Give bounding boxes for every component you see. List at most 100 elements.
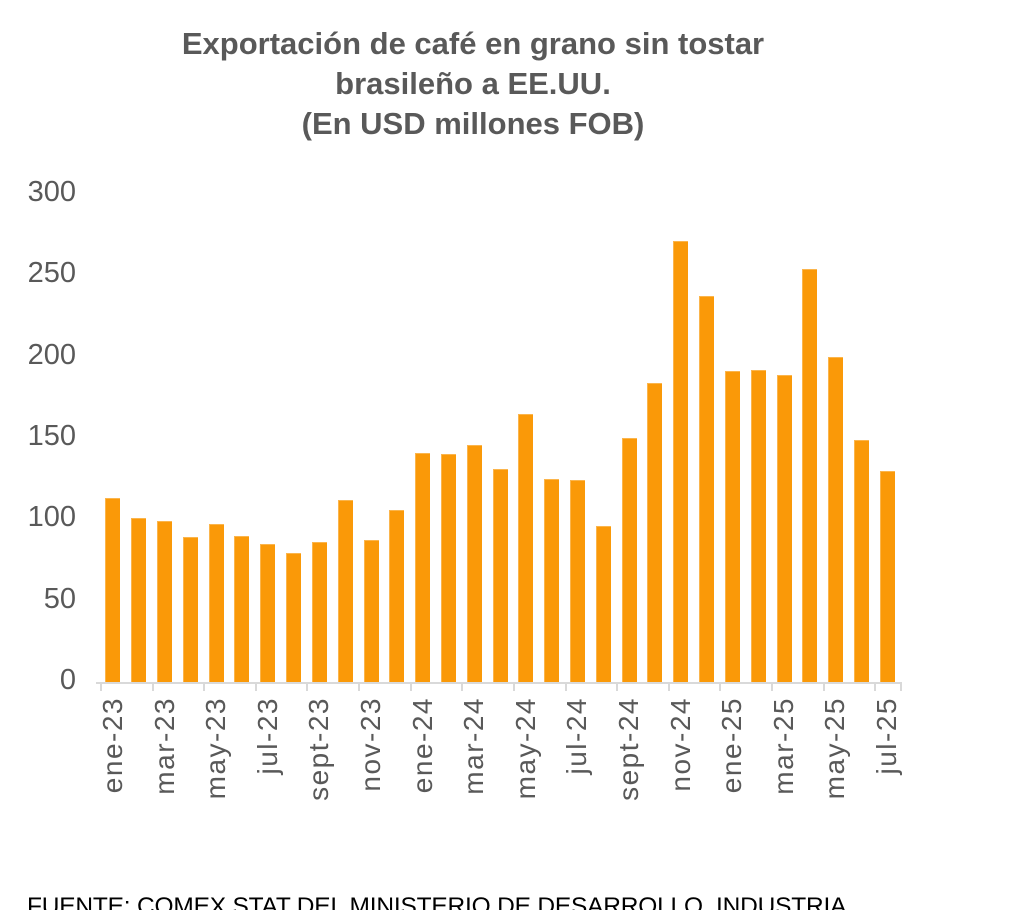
bar-slot-may-23 — [203, 194, 229, 682]
x-tick-label-ene-24: ene-24 — [406, 697, 438, 794]
bar-slot-abr-23 — [177, 194, 203, 682]
bar-slot-dic-24 — [694, 194, 720, 682]
bar-slot-nov-23 — [358, 194, 384, 682]
x-tick-label-jul-25: jul-25 — [871, 697, 903, 775]
chart-title: Exportación de café en grano sin tostar … — [0, 24, 946, 144]
x-tick-label-sept-24: sept-24 — [613, 697, 645, 801]
bar-slot-may-25 — [823, 194, 849, 682]
x-tick-label-ene-23: ene-23 — [96, 697, 128, 794]
bar-feb-25 — [750, 370, 766, 682]
bar-ene-23 — [105, 498, 121, 682]
bar-slot-may-24 — [513, 194, 539, 682]
bar-may-25 — [828, 357, 844, 682]
y-tick-label-150: 150 — [27, 420, 76, 452]
bar-slot-dic-23 — [384, 194, 410, 682]
x-tick-label-jul-24: jul-24 — [561, 697, 593, 775]
x-tick-label-may-23: may-23 — [200, 697, 232, 800]
bar-jun-24 — [544, 479, 560, 682]
bar-jun-25 — [853, 440, 869, 682]
bar-jul-23 — [260, 544, 276, 682]
bar-slot-jul-24 — [565, 194, 591, 682]
x-axis-tick — [770, 682, 773, 691]
bar-slot-ene-24 — [410, 194, 436, 682]
bar-slot-jun-23 — [229, 194, 255, 682]
bar-slot-mar-24 — [461, 194, 487, 682]
x-axis-tick — [100, 682, 102, 691]
x-axis-tick — [461, 682, 464, 691]
chart-title-line3: (En USD millones FOB) — [301, 106, 645, 141]
x-axis-tick — [358, 682, 361, 691]
bar-jul-25 — [879, 471, 895, 682]
x-tick-label-mar-25: mar-25 — [767, 697, 799, 795]
bar-may-24 — [518, 414, 534, 682]
x-tick-label-nov-23: nov-23 — [354, 697, 386, 792]
bar-slot-nov-24 — [668, 194, 694, 682]
x-tick-label-ene-25: ene-25 — [716, 697, 748, 794]
bar-slot-feb-23 — [126, 194, 152, 682]
x-axis-tick — [409, 682, 412, 691]
bar-feb-23 — [131, 518, 147, 682]
x-axis-tick — [203, 682, 206, 691]
bar-slot-ene-25 — [720, 194, 746, 682]
x-tick-label-mar-24: mar-24 — [458, 697, 490, 795]
bar-slot-oct-23 — [332, 194, 358, 682]
x-axis-tick — [564, 682, 567, 691]
bar-slot-ago-23 — [281, 194, 307, 682]
bar-jun-23 — [234, 536, 250, 682]
x-tick-label-may-24: may-24 — [509, 697, 541, 800]
bar-slot-abr-24 — [487, 194, 513, 682]
y-tick-label-0: 0 — [59, 664, 76, 696]
bar-nov-24 — [673, 241, 689, 682]
y-tick-label-250: 250 — [27, 257, 76, 290]
bar-dic-23 — [389, 510, 405, 682]
bar-abr-25 — [802, 269, 818, 682]
y-tick-label-100: 100 — [27, 501, 76, 534]
y-tick-label-200: 200 — [27, 338, 76, 371]
bar-sept-24 — [621, 438, 637, 682]
y-tick-label-300: 300 — [27, 176, 76, 208]
y-tick-label-50: 50 — [43, 582, 76, 615]
bar-mar-24 — [466, 445, 482, 682]
x-axis-tick — [306, 682, 309, 691]
bar-ago-24 — [595, 526, 611, 682]
bar-slot-mar-23 — [152, 194, 178, 682]
bar-slot-mar-25 — [771, 194, 797, 682]
x-tick-label-mar-23: mar-23 — [148, 697, 180, 795]
x-axis-tick — [512, 682, 515, 691]
x-axis-tick — [667, 682, 670, 691]
x-axis-tick — [151, 682, 154, 691]
x-axis-tick — [719, 682, 722, 691]
x-axis-tick — [900, 682, 902, 691]
bar-slot-jul-23 — [255, 194, 281, 682]
bar-oct-24 — [647, 383, 663, 682]
x-tick-label-sept-23: sept-23 — [303, 697, 335, 801]
bar-slot-jun-24 — [539, 194, 565, 682]
bar-slot-oct-24 — [642, 194, 668, 682]
x-axis-tick — [822, 682, 825, 691]
bar-mar-23 — [157, 521, 173, 682]
bar-abr-23 — [182, 537, 198, 682]
bar-slot-ago-24 — [590, 194, 616, 682]
bar-oct-23 — [337, 500, 353, 682]
bar-nov-23 — [363, 540, 379, 682]
x-tick-label-may-25: may-25 — [819, 697, 851, 800]
bar-ene-24 — [415, 453, 431, 682]
x-tick-label-nov-24: nov-24 — [664, 697, 696, 792]
x-axis-line — [96, 682, 902, 684]
bar-slot-jun-25 — [849, 194, 875, 682]
bar-slot-feb-25 — [745, 194, 771, 682]
x-tick-label-jul-23: jul-23 — [251, 697, 283, 775]
bar-slot-ene-23 — [100, 194, 126, 682]
plot-area — [100, 194, 900, 682]
bar-feb-24 — [440, 454, 456, 682]
bar-sept-23 — [311, 542, 327, 682]
x-axis-tick — [254, 682, 257, 691]
bar-slot-sept-23 — [307, 194, 333, 682]
bar-mar-25 — [776, 375, 792, 682]
source-note-line1: FUENTE: COMEX STAT DEL MINISTERIO DE DES… — [27, 893, 853, 910]
bar-slot-jul-25 — [874, 194, 900, 682]
x-axis-tick — [616, 682, 619, 691]
chart-title-line2: brasileño a EE.UU. — [335, 66, 611, 101]
bar-slot-sept-24 — [616, 194, 642, 682]
